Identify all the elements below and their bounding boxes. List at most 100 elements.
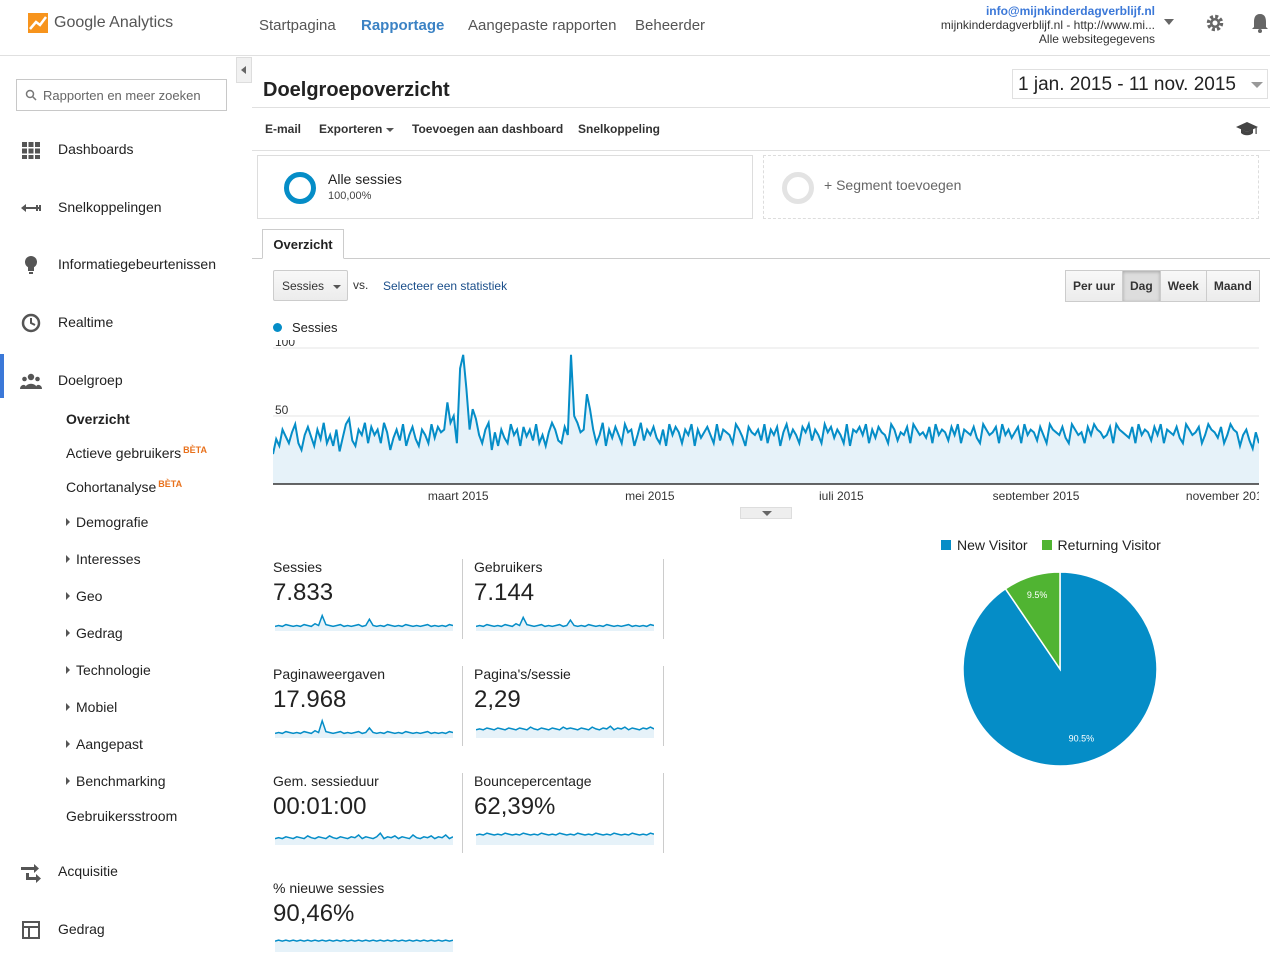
expand-triangle-icon	[66, 703, 70, 712]
legend-swatch	[1041, 540, 1052, 551]
action-bar: E-mail Exporteren Toevoegen aan dashboar…	[252, 107, 1270, 151]
clock-icon	[21, 313, 41, 333]
add-segment-label: + Segment toevoegen	[824, 177, 962, 193]
granularity-button-2[interactable]: Week	[1159, 270, 1207, 302]
sidebar-item-dashboards[interactable]: Dashboards	[0, 135, 236, 165]
metric-select[interactable]: Sessies	[273, 270, 348, 301]
account-dropdown-icon[interactable]	[1164, 19, 1174, 25]
metric-tile[interactable]: Gem. sessieduur 00:01:00	[273, 773, 463, 853]
sessions-line-chart[interactable]: 50 100 maart 2015 mei 2015 juli 2015 septembe…	[273, 340, 1259, 500]
metric-tile[interactable]: Bouncepercentage 62,39%	[474, 773, 664, 853]
gear-icon[interactable]	[1205, 13, 1225, 33]
series-line-sessies	[273, 354, 1259, 455]
granularity-button-3[interactable]: Maand	[1205, 270, 1260, 302]
segment-percentage: 100,00%	[328, 190, 372, 202]
metric-sparkline	[275, 939, 453, 952]
sparkline-area	[476, 617, 654, 631]
sidebar-sub-mobile[interactable]: Mobiel	[66, 699, 117, 715]
metric-tile[interactable]: Paginaweergaven 17.968	[273, 666, 463, 746]
nav-admin[interactable]: Beheerder	[635, 17, 706, 34]
metric-select-value: Sessies	[282, 279, 325, 293]
x-tick-label: november 2015	[1186, 489, 1259, 500]
sidebar-item-intelligence[interactable]: Informatiegebeurtenissen	[0, 250, 236, 280]
sidebar-sub-custom[interactable]: Aangepast	[66, 736, 143, 752]
beta-badge: BÈTA	[158, 479, 183, 489]
metric-tile[interactable]: Gebruikers 7.144	[474, 559, 664, 639]
sidebar-sub-benchmarking[interactable]: Benchmarking	[66, 773, 166, 789]
granularity-button-0[interactable]: Per uur	[1065, 270, 1124, 302]
graduation-cap-icon[interactable]	[1236, 121, 1258, 137]
acquisition-arrows-icon	[21, 864, 41, 883]
tab-overview[interactable]: Overzicht	[262, 229, 344, 259]
metric-name: Pagina's/sessie	[474, 666, 571, 682]
pie-legend-item[interactable]: Returning Visitor	[1041, 537, 1161, 553]
sidebar-collapse-button[interactable]	[236, 57, 252, 83]
account-selector[interactable]: info@mijnkinderdagverblijf.nl mijnkinder…	[941, 4, 1155, 46]
beta-badge: BÈTA	[183, 445, 208, 455]
shortcut-button[interactable]: Snelkoppeling	[578, 122, 661, 136]
sub-label: Interesses	[76, 551, 141, 567]
sidebar-item-behavior[interactable]: Gedrag	[0, 915, 236, 945]
segment-all-sessions[interactable]: Alle sessies 100,00%	[257, 155, 753, 219]
metric-tile[interactable]: Sessies 7.833	[273, 559, 463, 639]
sidebar-sub-interests[interactable]: Interesses	[66, 551, 141, 567]
bell-icon[interactable]	[1250, 12, 1270, 34]
account-email: info@mijnkinderdagverblijf.nl	[985, 4, 1155, 18]
email-button[interactable]: E-mail	[265, 122, 302, 136]
nav-home[interactable]: Startpagina	[259, 17, 336, 34]
sparkline-area	[275, 615, 453, 631]
metric-tile[interactable]: % nieuwe sessies 90,46%	[273, 880, 463, 960]
metric-name: Paginaweergaven	[273, 666, 386, 682]
search-input[interactable]: Rapporten en meer zoeken	[16, 79, 227, 111]
google-analytics-logo[interactable]: Google Analytics	[28, 13, 173, 33]
sidebar-item-acquisition[interactable]: Acquisitie	[0, 857, 236, 887]
granularity-toggle: Per uur Dag Week Maand	[1065, 270, 1260, 302]
metric-name: Bouncepercentage	[474, 773, 592, 789]
expand-triangle-icon	[66, 518, 70, 527]
metric-value: 00:01:00	[273, 793, 367, 820]
metric-tile[interactable]: Pagina's/sessie 2,29	[474, 666, 664, 746]
sidebar-sub-demographics[interactable]: Demografie	[66, 514, 148, 530]
sidebar-sub-users-flow[interactable]: Gebruikersstroom	[66, 808, 178, 824]
sparkline-line	[275, 939, 453, 942]
metric-sparkline	[476, 832, 654, 845]
sidebar-item-audience[interactable]: Doelgroep	[0, 354, 236, 398]
export-label: Exporteren	[319, 122, 383, 136]
sidebar-sub-active-users[interactable]: Actieve gebruikers BÈTA	[66, 445, 207, 461]
metric-name: Sessies	[273, 559, 323, 575]
sidebar-sub-technology[interactable]: Technologie	[66, 662, 151, 678]
visitor-type-pie-chart[interactable]: 90.5% 9.5%	[958, 567, 1162, 771]
sidebar-item-shortcuts[interactable]: Snelkoppelingen	[0, 193, 236, 223]
legend-label: Sessies	[292, 320, 338, 335]
add-to-dashboard-button[interactable]: Toevoegen aan dashboard	[412, 122, 564, 136]
sidebar-sub-behavior[interactable]: Gedrag	[66, 625, 123, 641]
nav-reporting[interactable]: Rapportage	[361, 17, 445, 34]
sparkline-line	[476, 615, 654, 628]
sidebar-item-label: Snelkoppelingen	[58, 199, 162, 215]
sidebar-sub-cohort-analysis[interactable]: Cohortanalyse BÈTA	[66, 479, 182, 495]
sparkline-area	[476, 726, 654, 738]
metric-name: Gem. sessieduur	[273, 773, 379, 789]
export-button[interactable]: Exporteren	[319, 122, 395, 136]
pie-legend-item[interactable]: New Visitor	[941, 537, 1028, 553]
sub-label: Mobiel	[76, 699, 118, 715]
sub-label: Aangepast	[76, 736, 143, 752]
sparkline-area	[275, 720, 453, 738]
pie-slice-1[interactable]	[1004, 571, 1061, 672]
x-tick-label: maart 2015	[428, 489, 489, 500]
select-metric-link[interactable]: Selecteer een statistiek	[383, 279, 508, 293]
top-bar: Google Analytics Startpagina Rapportage …	[0, 0, 1270, 56]
sidebar-sub-geo[interactable]: Geo	[66, 588, 102, 604]
add-segment-button[interactable]: + Segment toevoegen	[763, 155, 1259, 219]
sidebar: Rapporten en meer zoeken Dashboards Snel…	[0, 57, 236, 949]
sub-label: Demografie	[76, 514, 149, 530]
chart-legend: Sessies	[273, 320, 338, 335]
granularity-button-1[interactable]: Dag	[1122, 270, 1161, 302]
nav-custom-reports[interactable]: Aangepaste rapporten	[468, 17, 617, 34]
expand-triangle-icon	[66, 555, 70, 564]
sidebar-item-realtime[interactable]: Realtime	[0, 308, 236, 338]
people-icon	[20, 373, 42, 389]
sidebar-sub-overview[interactable]: Overzicht	[66, 411, 130, 427]
date-range-picker[interactable]: 1 jan. 2015 - 11 nov. 2015	[1012, 69, 1268, 99]
chart-collapse-button[interactable]	[740, 507, 792, 519]
